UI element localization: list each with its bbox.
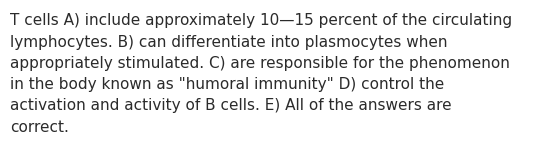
Text: T cells A) include approximately 10—15 percent of the circulating
lymphocytes. B: T cells A) include approximately 10—15 p… [10,13,512,135]
